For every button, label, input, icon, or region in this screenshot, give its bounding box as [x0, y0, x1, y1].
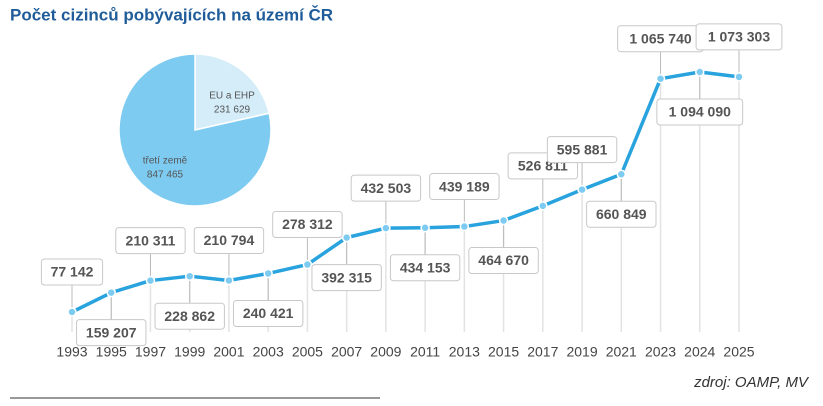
marker	[145, 275, 156, 286]
label-box	[272, 211, 343, 239]
marker	[577, 184, 587, 195]
x-tick-label: 1997	[135, 344, 166, 360]
marker	[420, 222, 430, 233]
line	[71, 70, 740, 314]
x-tick-label: 1999	[174, 344, 205, 360]
data-label: 210 794	[204, 232, 255, 248]
x-tick-label: 2007	[331, 344, 362, 360]
marker	[302, 259, 313, 270]
slice-value: 231 629	[214, 105, 251, 116]
label-box	[40, 258, 104, 286]
data-label: 77 142	[51, 264, 94, 280]
marker	[538, 201, 548, 211]
marker	[67, 307, 77, 317]
label-box	[154, 302, 225, 330]
label-box	[350, 174, 422, 202]
data-label: 278 312	[282, 216, 333, 232]
chart-title: Počet cizinců pobývajících na území ČR	[10, 5, 333, 24]
data-label: 159 207	[86, 324, 137, 340]
marker	[224, 275, 234, 286]
x-tick-label: 2024	[684, 344, 715, 360]
x-tick-label: 1993	[56, 344, 87, 360]
slice-label: třetí země	[143, 156, 188, 167]
marker	[734, 72, 744, 82]
x-tick-label: 2025	[723, 344, 754, 360]
data-label: 434 153	[400, 259, 451, 275]
label-box	[468, 247, 539, 275]
data-label: 439 189	[439, 178, 490, 194]
marker	[381, 223, 391, 233]
x-tick-label: 2011	[410, 344, 440, 360]
marker	[616, 169, 627, 179]
x-tick-label: 2005	[292, 344, 323, 360]
marker	[341, 232, 352, 243]
label-box	[586, 200, 657, 228]
x-tick-label: 2019	[566, 344, 597, 360]
marker	[263, 268, 273, 279]
data-label: 1 065 740	[629, 30, 691, 46]
pie-slice	[194, 53, 271, 131]
data-label: 1 073 303	[708, 29, 770, 45]
label-box	[115, 227, 186, 255]
pie-slice	[118, 53, 272, 207]
x-tick-label: 2001	[213, 344, 244, 360]
x-tick-label: 2013	[449, 344, 480, 360]
data-label: 464 670	[478, 252, 529, 268]
label-box	[311, 264, 382, 292]
label-box	[429, 173, 500, 201]
data-label: 392 315	[321, 269, 372, 285]
marker	[655, 73, 666, 84]
data-label: 660 849	[596, 206, 647, 222]
label-box	[546, 136, 618, 164]
x-tick-label: 2009	[370, 344, 401, 360]
data-label: 228 862	[164, 308, 215, 324]
label-box	[193, 226, 265, 254]
slice-label: EU a EHP	[209, 91, 255, 102]
label-box	[656, 98, 744, 126]
x-tick-label: 2015	[488, 344, 519, 360]
marker	[695, 67, 705, 77]
label-box	[389, 254, 461, 282]
data-label: 595 881	[557, 141, 608, 157]
marker	[459, 221, 470, 232]
data-label: 240 421	[243, 305, 294, 321]
marker	[184, 271, 195, 281]
x-tick-label: 1995	[96, 344, 127, 360]
data-label: 432 503	[361, 180, 412, 196]
label-box	[76, 319, 147, 347]
source: zdroj: OAMP, MV	[693, 374, 810, 391]
data-label: 210 311	[126, 232, 176, 248]
data-label: 1 094 090	[669, 104, 731, 120]
label-box	[232, 299, 304, 327]
x-tick-label: 2023	[645, 344, 676, 360]
x-tick-label: 2017	[527, 344, 558, 360]
x-tick-label: 2021	[606, 344, 637, 360]
marker	[498, 215, 509, 226]
label-box	[695, 23, 783, 51]
x-tick-label: 2003	[253, 344, 284, 360]
slice-value: 847 465	[147, 170, 184, 181]
marker	[106, 287, 116, 298]
